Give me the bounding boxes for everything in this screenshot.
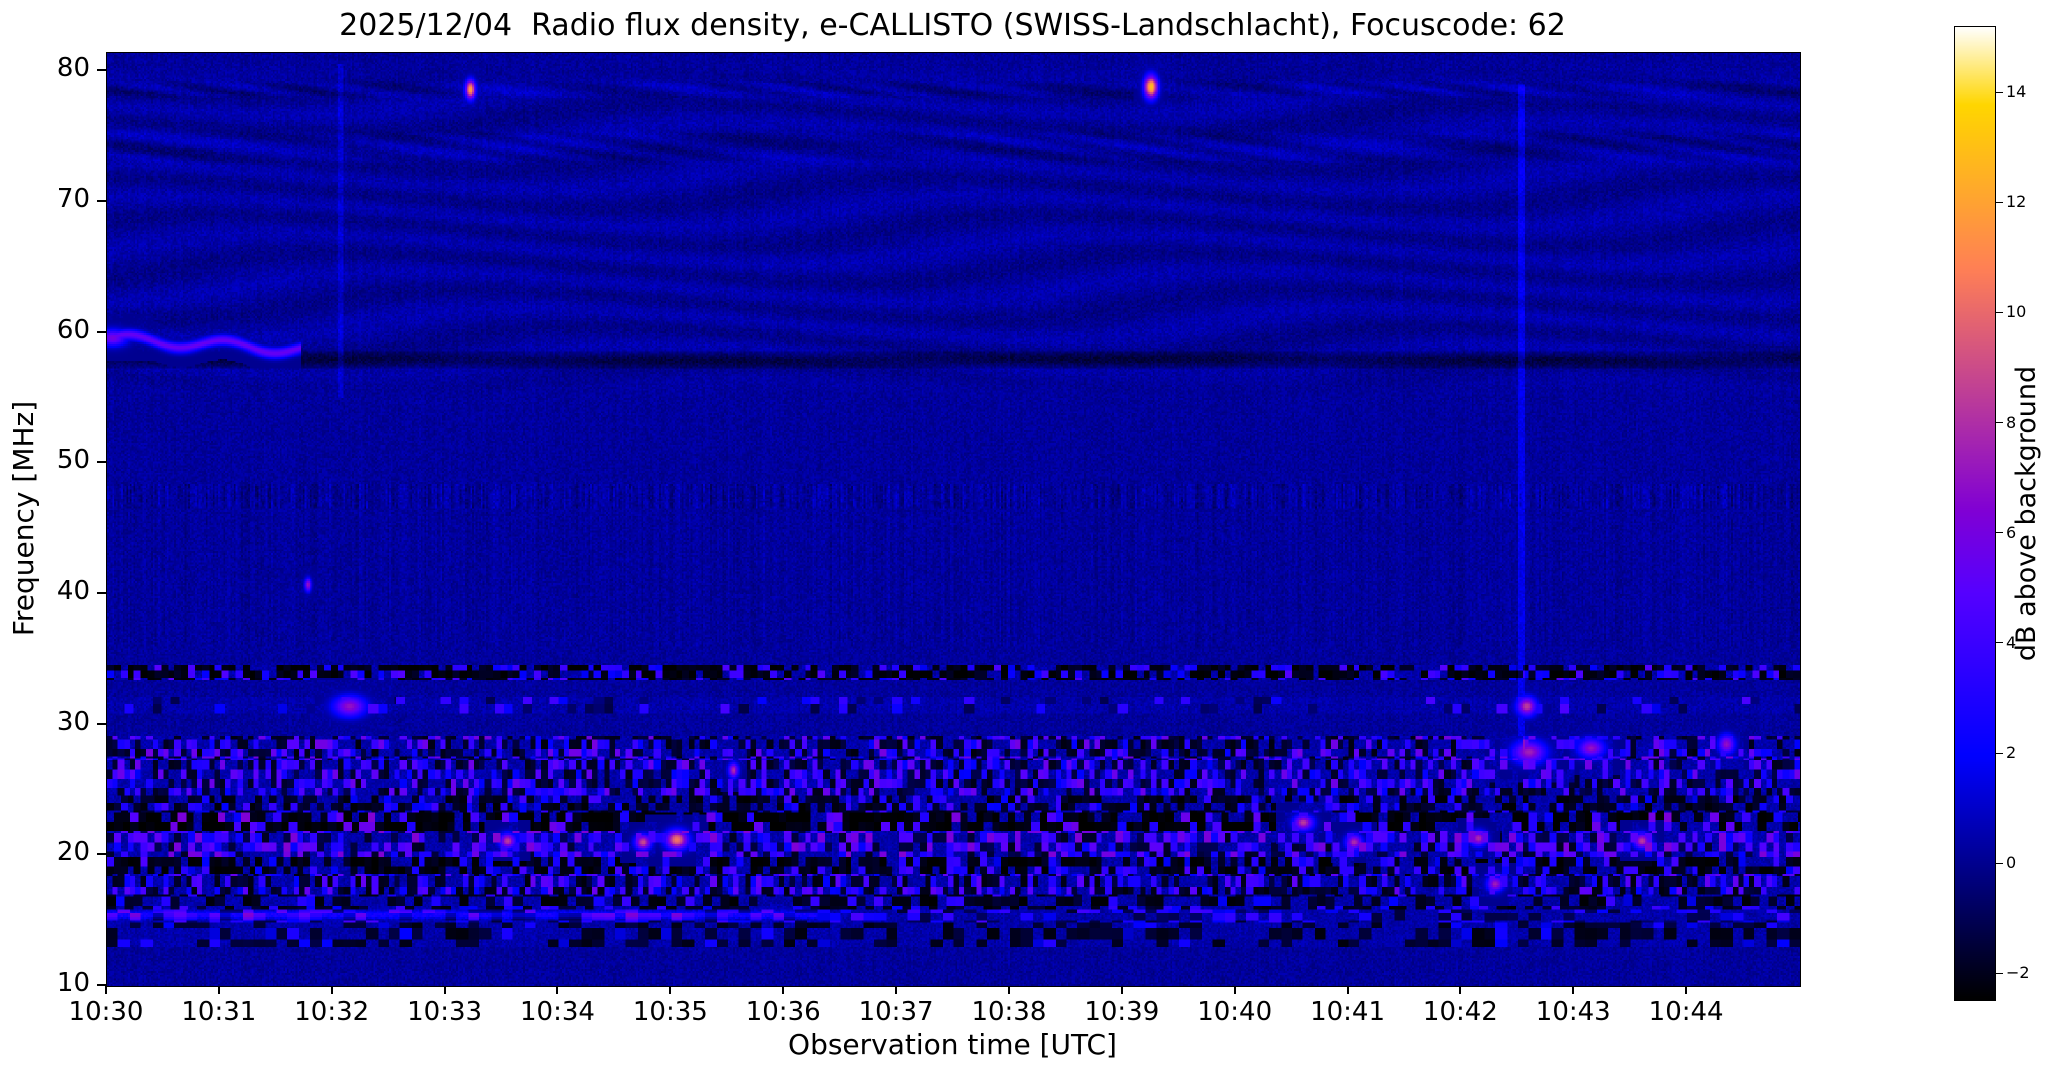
colorbar-tick-mark	[1996, 752, 2003, 754]
x-tick-mark	[1007, 986, 1010, 994]
x-tick-mark	[556, 986, 559, 994]
colorbar-tick-mark	[1996, 862, 2003, 864]
x-tick-label: 10:35	[632, 997, 708, 1027]
y-axis-label: Frequency [MHz]	[7, 400, 41, 637]
x-tick-label: 10:44	[1648, 997, 1724, 1027]
y-tick-mark	[97, 69, 106, 72]
y-tick-mark	[97, 330, 106, 333]
y-tick-mark	[97, 199, 106, 202]
x-tick-label: 10:32	[294, 997, 370, 1027]
y-tick-mark	[97, 591, 106, 594]
x-tick-label: 10:38	[971, 997, 1047, 1027]
x-tick-label: 10:34	[519, 997, 595, 1027]
y-tick-mark	[97, 722, 106, 725]
x-tick-mark	[217, 986, 220, 994]
x-tick-label: 10:30	[68, 997, 144, 1027]
spectrogram-canvas	[107, 53, 1800, 986]
x-tick-label: 10:41	[1310, 997, 1385, 1027]
colorbar-tick-mark	[1996, 311, 2003, 313]
colorbar-canvas	[1955, 27, 1995, 1000]
x-tick-mark	[105, 986, 107, 994]
colorbar-tick-mark	[1996, 642, 2003, 644]
y-tick-mark	[97, 461, 106, 464]
x-tick-label: 10:31	[181, 997, 257, 1027]
y-axis-label-wrap: Frequency [MHz]	[4, 52, 44, 985]
colorbar-tick-mark	[1996, 201, 2003, 203]
x-tick-mark	[1233, 986, 1236, 994]
colorbar-label: dB above background	[2011, 365, 2043, 662]
x-tick-label: 10:42	[1422, 997, 1498, 1027]
x-tick-label: 10:36	[745, 997, 821, 1027]
x-tick-mark	[1346, 986, 1349, 994]
colorbar-tick-mark	[1996, 972, 2003, 974]
x-tick-mark	[895, 986, 898, 994]
x-axis-label: Observation time [UTC]	[788, 1028, 1117, 1061]
x-tick-mark	[1572, 986, 1575, 994]
x-tick-mark	[782, 986, 785, 994]
x-tick-mark	[1685, 986, 1688, 994]
x-tick-mark	[1120, 986, 1123, 994]
x-tick-mark	[1459, 986, 1462, 994]
x-tick-mark	[330, 986, 333, 994]
y-tick-mark	[97, 984, 106, 986]
x-tick-label: 10:39	[1084, 997, 1160, 1027]
x-tick-mark	[669, 986, 672, 994]
x-tick-label: 10:43	[1535, 997, 1611, 1027]
x-tick-label: 10:37	[858, 997, 934, 1027]
colorbar-tick-mark	[1996, 91, 2003, 93]
colorbar-tick-mark	[1996, 422, 2003, 424]
colorbar-label-wrap: dB above background	[2010, 26, 2044, 1001]
chart-title: 2025/12/04 Radio flux density, e-CALLIST…	[339, 8, 1566, 43]
colorbar	[1954, 26, 1996, 1001]
spectrogram-plot	[106, 52, 1801, 987]
x-tick-label: 10:40	[1197, 997, 1273, 1027]
x-tick-label: 10:33	[407, 997, 483, 1027]
x-tick-mark	[443, 986, 446, 994]
colorbar-tick-mark	[1996, 532, 2003, 534]
y-tick-mark	[97, 853, 106, 856]
